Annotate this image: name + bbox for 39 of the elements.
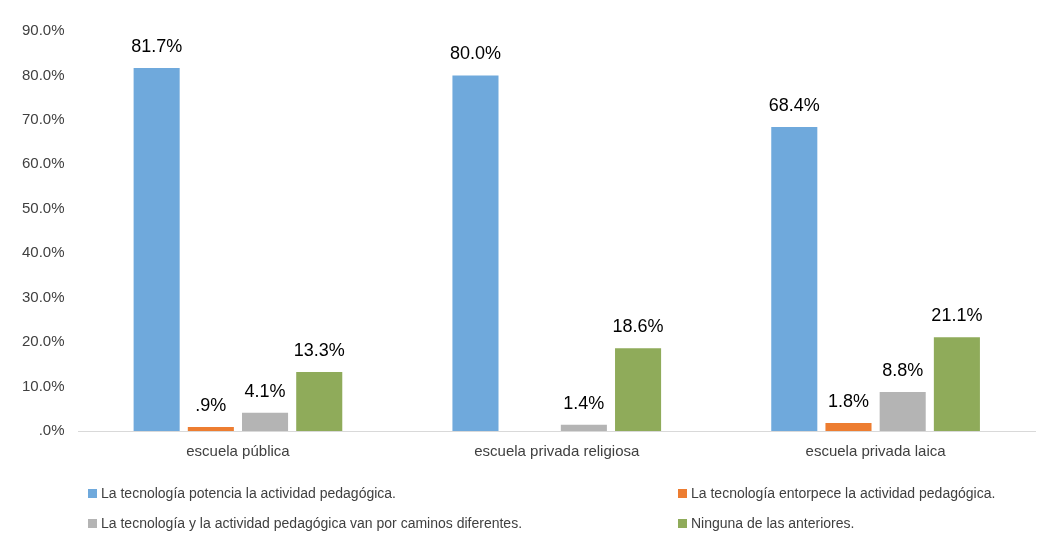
y-tick-label: 50.0% — [21, 198, 65, 216]
legend-label: La tecnología entorpece la actividad pedagógica. — [691, 485, 996, 501]
x-tick-label: escuela privada laica — [805, 442, 947, 460]
bar — [933, 337, 980, 431]
y-tick-label: 40.0% — [21, 243, 65, 261]
bar — [615, 348, 662, 431]
data-label: 81.7% — [131, 35, 183, 56]
data-label: 1.8% — [827, 390, 869, 411]
bar — [296, 371, 343, 431]
bar — [879, 391, 926, 431]
bar — [187, 427, 234, 431]
y-tick-label: .0% — [38, 421, 65, 439]
data-label: 13.3% — [293, 339, 345, 360]
legend-label: Ninguna de las anteriores. — [691, 515, 855, 531]
data-label: 18.6% — [612, 316, 664, 337]
y-tick-label: 80.0% — [21, 65, 65, 83]
y-tick-label: 60.0% — [21, 154, 65, 172]
y-tick-label: 70.0% — [21, 110, 65, 128]
y-tick-label: 90.0% — [21, 21, 65, 39]
legend-label: La tecnología potencia la actividad pedagógica. — [101, 485, 396, 501]
data-label: 8.8% — [882, 359, 924, 380]
data-label: 80.0% — [449, 43, 501, 64]
data-label: 68.4% — [768, 94, 820, 115]
bar — [242, 412, 289, 431]
x-tick-label: escuela pública — [186, 442, 291, 460]
data-label: .9% — [195, 394, 227, 415]
y-tick-label: 10.0% — [21, 376, 65, 394]
data-label: 21.1% — [931, 305, 983, 326]
bar — [560, 424, 607, 431]
legend-label: La tecnología y la actividad pedagógica van por caminos diferentes. — [101, 515, 523, 531]
x-tick-label: escuela privada religiosa — [474, 442, 640, 460]
data-label: 4.1% — [244, 380, 286, 401]
y-tick-label: 30.0% — [21, 287, 65, 305]
bar — [133, 67, 180, 431]
bar — [825, 423, 872, 431]
data-label: 1.4% — [563, 392, 605, 413]
bar — [771, 127, 818, 431]
bar — [452, 75, 499, 431]
y-tick-label: 20.0% — [21, 332, 65, 350]
